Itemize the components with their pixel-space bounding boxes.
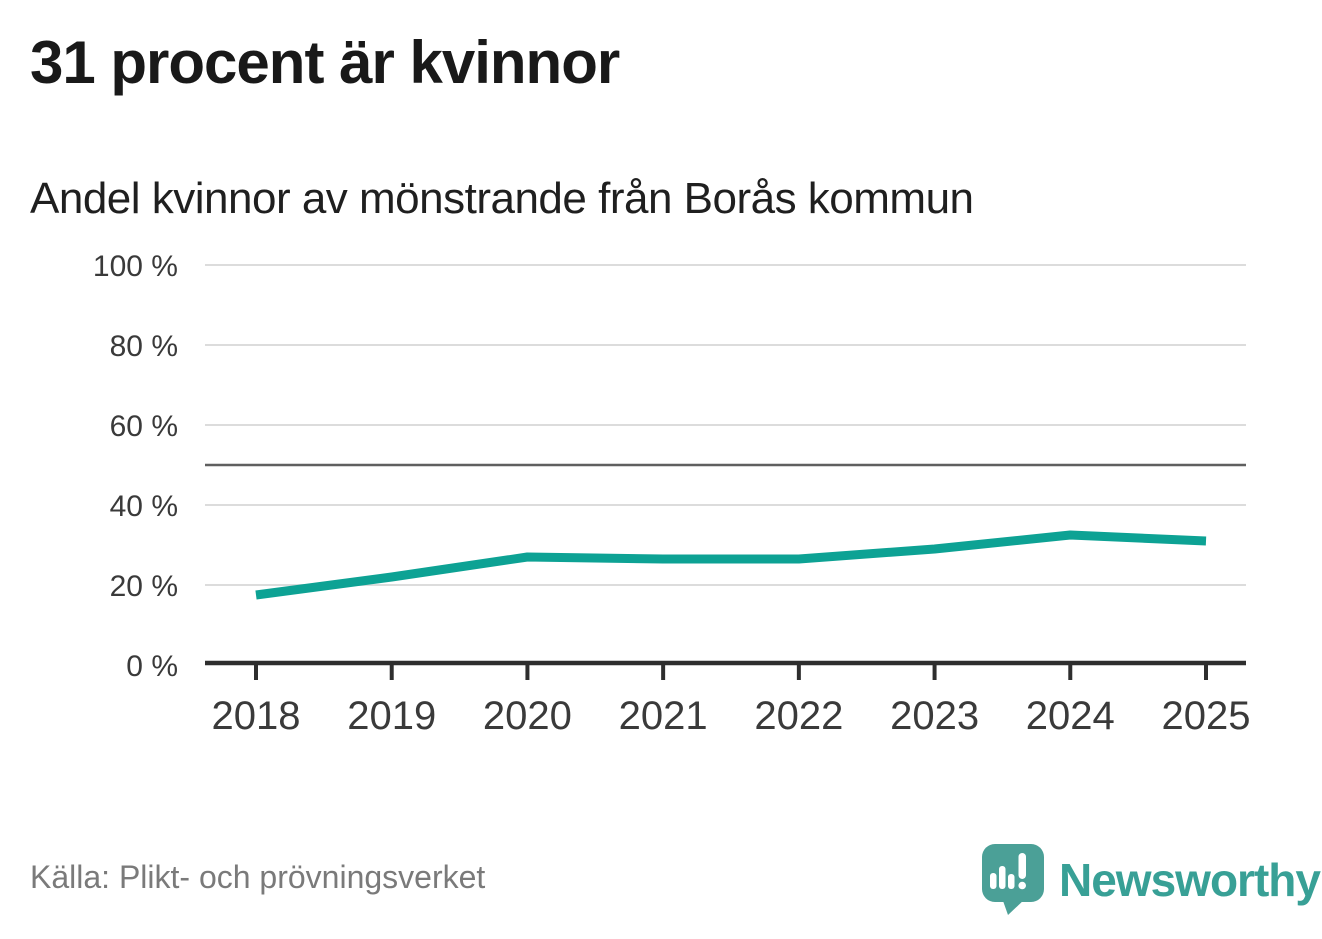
y-tick-label: 20 % [110,570,178,603]
y-tick-label: 100 % [93,250,178,283]
y-tick-label: 80 % [110,330,178,363]
x-tick-label: 2020 [483,694,572,738]
source-attribution: Källa: Plikt- och prövningsverket [30,859,486,895]
logo-exclamation-bar [1018,853,1026,879]
x-tick-label: 2024 [1026,694,1115,738]
x-tick-label: 2018 [212,694,301,738]
chart-title: 31 procent är kvinnor [30,29,620,96]
newsworthy-wordmark: Newsworthy [1059,854,1321,906]
x-tick-label: 2025 [1162,694,1251,738]
y-tick-label: 40 % [110,490,178,523]
logo-bar-short [990,873,997,889]
logo-bubble-tail [1002,898,1026,915]
y-tick-label: 60 % [110,410,178,443]
logo-bar-tall [999,866,1006,889]
logo-bar-medium [1008,874,1015,889]
x-tick-label: 2023 [890,694,979,738]
chart-subtitle: Andel kvinnor av mönstrande från Borås k… [30,174,974,223]
x-tick-label: 2019 [347,694,436,738]
y-tick-label: 0 % [126,650,178,683]
newsworthy-logo-icon [982,844,1044,915]
data-line [255,530,1207,600]
logo-bubble [982,844,1044,902]
line-chart: 0 % 20 % 40 % 60 % 80 % 100 % 2018 2019 2020 2021… [93,250,1251,738]
x-tick-label: 2022 [754,694,843,738]
logo-exclamation-dot [1018,881,1026,890]
newsworthy-logo: Newsworthy [982,843,1321,917]
x-tick-label: 2021 [619,694,708,738]
